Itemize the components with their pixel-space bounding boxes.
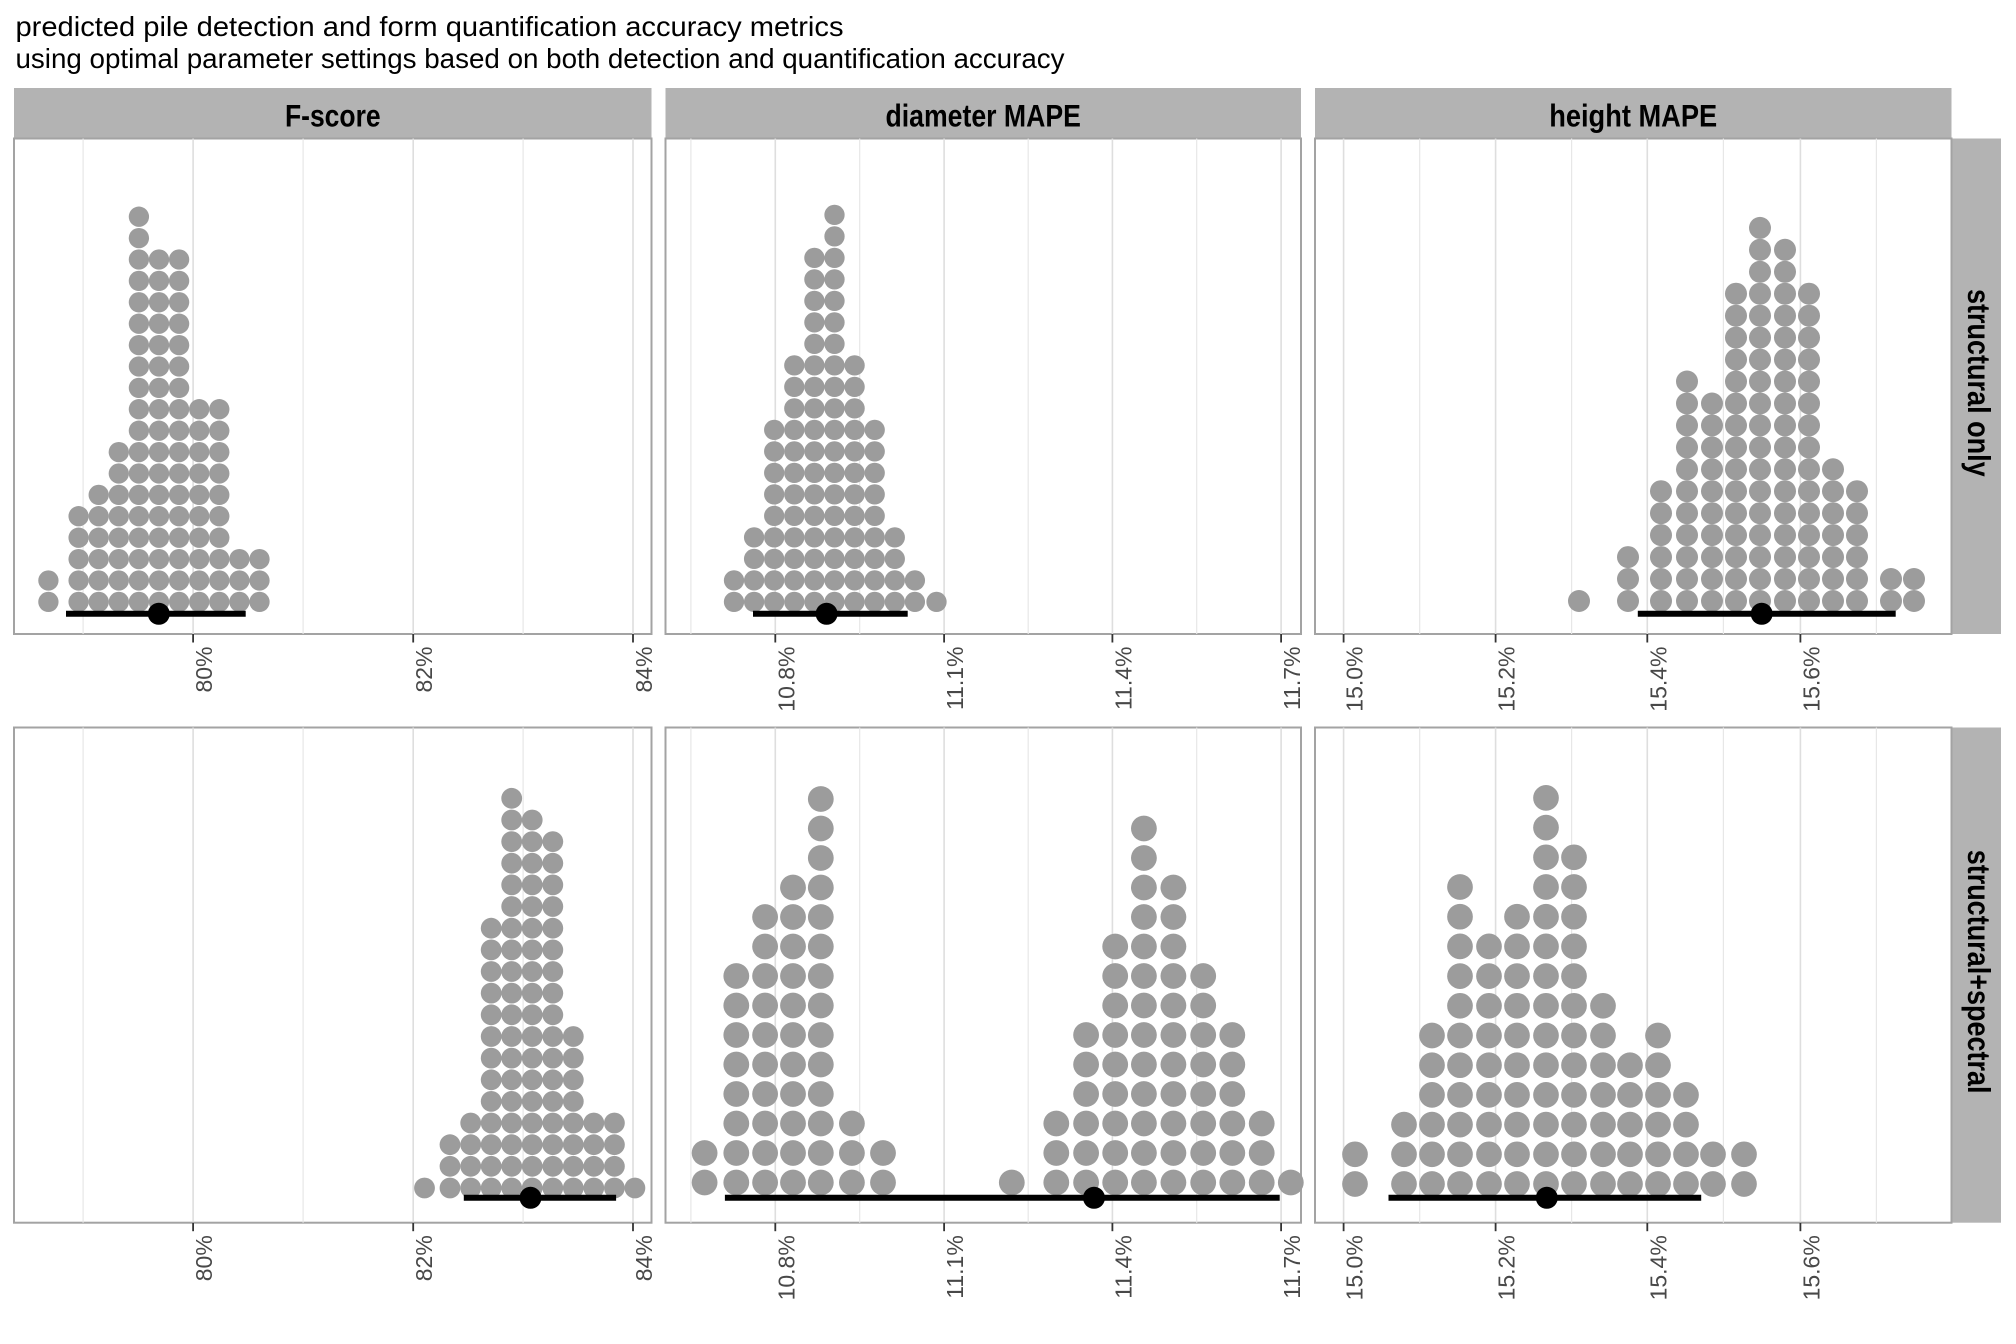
svg-text:15.6%: 15.6%	[1798, 1235, 1824, 1300]
svg-text:15.2%: 15.2%	[1494, 1235, 1520, 1300]
svg-text:11.7%: 11.7%	[1279, 647, 1305, 711]
svg-text:84%: 84%	[631, 647, 657, 693]
svg-text:11.7%: 11.7%	[1279, 1235, 1305, 1299]
svg-text:84%: 84%	[631, 1235, 657, 1281]
svg-text:11.4%: 11.4%	[1110, 1235, 1136, 1299]
svg-text:15.0%: 15.0%	[1342, 1235, 1368, 1300]
svg-text:82%: 82%	[411, 1235, 437, 1281]
svg-text:15.0%: 15.0%	[1342, 647, 1368, 712]
svg-text:82%: 82%	[411, 647, 437, 693]
svg-text:structural only: structural only	[1961, 289, 1997, 477]
svg-text:11.4%: 11.4%	[1110, 647, 1136, 711]
svg-text:diameter MAPE: diameter MAPE	[886, 98, 1081, 134]
svg-text:80%: 80%	[191, 1235, 217, 1281]
svg-text:10.8%: 10.8%	[773, 1235, 799, 1300]
svg-text:80%: 80%	[191, 647, 217, 693]
svg-text:11.1%: 11.1%	[942, 1235, 968, 1299]
svg-text:15.4%: 15.4%	[1645, 1235, 1671, 1300]
svg-text:height MAPE: height MAPE	[1549, 98, 1717, 134]
svg-text:F-score: F-score	[285, 98, 381, 134]
svg-text:11.1%: 11.1%	[942, 647, 968, 711]
svg-text:structural+spectral: structural+spectral	[1961, 850, 1997, 1094]
svg-text:10.8%: 10.8%	[773, 647, 799, 712]
svg-text:predicted pile detection and f: predicted pile detection and form quanti…	[16, 11, 844, 42]
svg-text:15.2%: 15.2%	[1494, 647, 1520, 712]
svg-text:15.4%: 15.4%	[1645, 647, 1671, 712]
svg-text:15.6%: 15.6%	[1798, 647, 1824, 712]
svg-text:using optimal parameter settin: using optimal parameter settings based o…	[16, 43, 1065, 74]
